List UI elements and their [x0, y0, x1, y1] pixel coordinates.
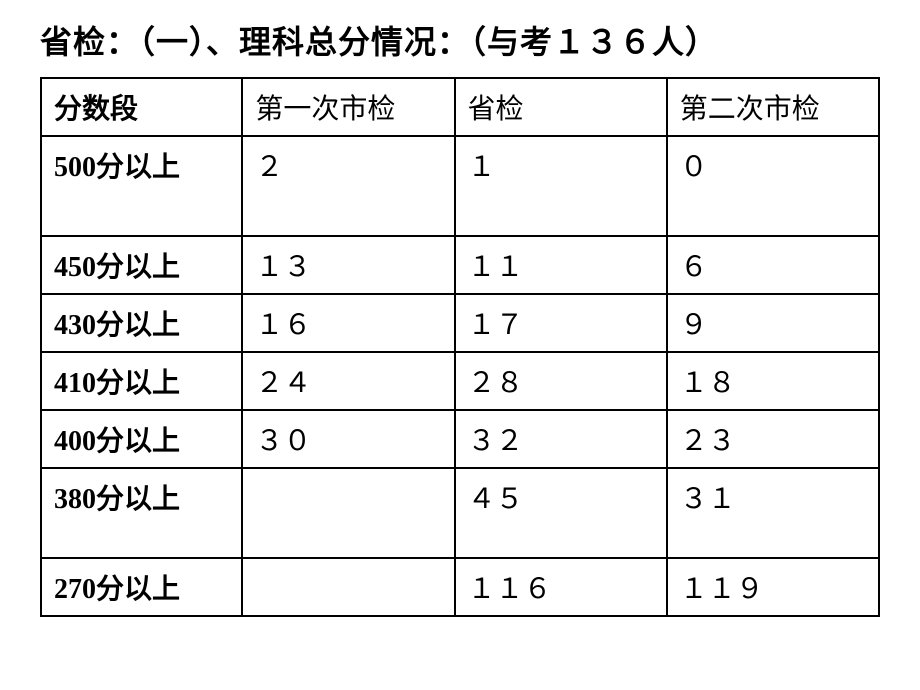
- cell-value: ６: [667, 236, 879, 294]
- cell-range: 430分以上: [41, 294, 242, 352]
- table-row: 450分以上１３１１６: [41, 236, 879, 294]
- cell-range: 410分以上: [41, 352, 242, 410]
- cell-value: １１９: [667, 558, 879, 616]
- table-row: 400分以上３０３２２３: [41, 410, 879, 468]
- table-row: 410分以上２４２８１８: [41, 352, 879, 410]
- table-row: 500分以上２１０: [41, 136, 879, 236]
- col-header-province: 省检: [455, 78, 667, 136]
- col-header-range: 分数段: [41, 78, 242, 136]
- table-row: 380分以上 ４５３１: [41, 468, 879, 558]
- cell-value: ２８: [455, 352, 667, 410]
- cell-value: １６: [242, 294, 454, 352]
- cell-value: １１: [455, 236, 667, 294]
- cell-value: ３０: [242, 410, 454, 468]
- score-table: 分数段 第一次市检 省检 第二次市检 500分以上２１０450分以上１３１１６4…: [40, 77, 880, 617]
- cell-value: １: [455, 136, 667, 236]
- cell-value: ９: [667, 294, 879, 352]
- cell-range: 270分以上: [41, 558, 242, 616]
- cell-value: ０: [667, 136, 879, 236]
- cell-value: １７: [455, 294, 667, 352]
- table-row: 430分以上１６１７９: [41, 294, 879, 352]
- cell-value: １３: [242, 236, 454, 294]
- cell-value: ２: [242, 136, 454, 236]
- col-header-first-city: 第一次市检: [242, 78, 454, 136]
- cell-range: 400分以上: [41, 410, 242, 468]
- table-row: 270分以上 １１６１１９: [41, 558, 879, 616]
- cell-value: [242, 558, 454, 616]
- cell-range: 500分以上: [41, 136, 242, 236]
- col-header-second-city: 第二次市检: [667, 78, 879, 136]
- cell-value: ２３: [667, 410, 879, 468]
- cell-range: 450分以上: [41, 236, 242, 294]
- cell-value: ３２: [455, 410, 667, 468]
- cell-value: ３１: [667, 468, 879, 558]
- table-header-row: 分数段 第一次市检 省检 第二次市检: [41, 78, 879, 136]
- cell-value: １１６: [455, 558, 667, 616]
- cell-value: ２４: [242, 352, 454, 410]
- cell-value: １８: [667, 352, 879, 410]
- page-title: 省检：（一）、理科总分情况：（与考１３６人）: [40, 20, 880, 65]
- table-body: 500分以上２１０450分以上１３１１６430分以上１６１７９410分以上２４２…: [41, 136, 879, 616]
- cell-range: 380分以上: [41, 468, 242, 558]
- cell-value: ４５: [455, 468, 667, 558]
- cell-value: [242, 468, 454, 558]
